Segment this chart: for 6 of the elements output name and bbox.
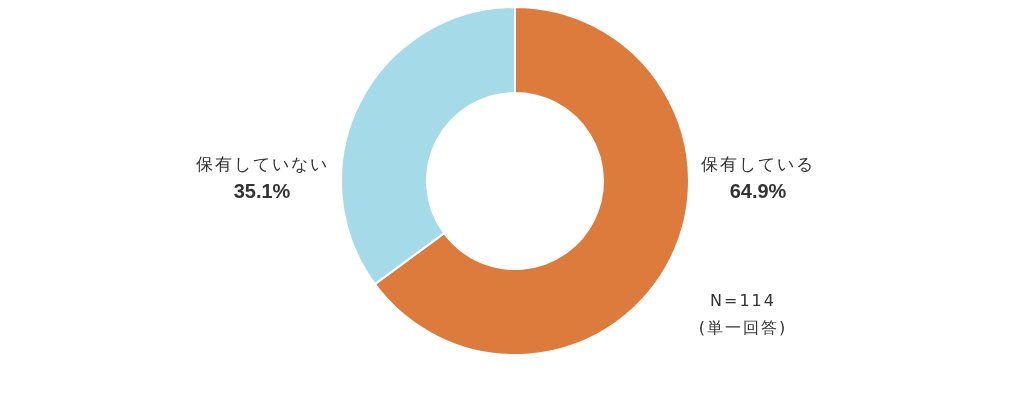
slice-label: 保有していない — [195, 154, 329, 174]
data-label: 35.1% — [233, 180, 291, 202]
text: (単一回答) — [698, 318, 788, 337]
text: N=114 — [710, 291, 776, 310]
data-label: 64.9% — [729, 180, 787, 202]
slice-label: 保有している — [701, 154, 815, 174]
